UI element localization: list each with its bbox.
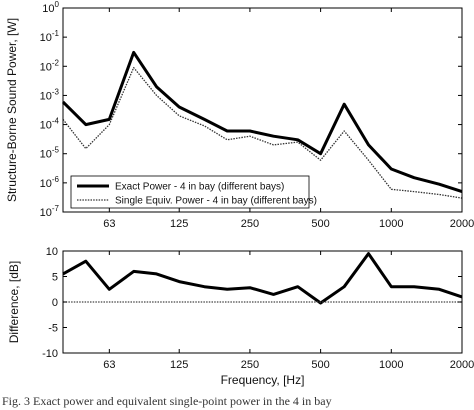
difference-y-axis-label: Difference, [dB] [7, 261, 21, 344]
difference-y-tick-label: -10 [42, 348, 58, 360]
power-y-tick-label: 10-6 [40, 175, 60, 190]
power-y-tick-label: 10-4 [40, 117, 60, 132]
difference-y-tick-label: 0 [52, 297, 58, 309]
difference-series-1-line [62, 252, 463, 305]
difference-y-tick-label: 5 [52, 272, 58, 284]
figure: 63 125 250 500 1000 200010-710-610-510-410-31… [5, 0, 474, 387]
power-y-tick-label: 10-2 [40, 58, 60, 73]
figure-caption: Fig. 3 Exact power and equivalent single… [2, 394, 332, 408]
legend-box [70, 175, 310, 209]
legend-entry-2: Single Equiv. Power - 4 in bay (differen… [115, 196, 317, 207]
power-series-1-line [61, 50, 463, 194]
power-y-tick-label: 10-1 [40, 29, 60, 44]
power-y-tick-label: 10-3 [40, 87, 60, 102]
difference-x-tick-label: 250 [241, 359, 259, 371]
legend-entry-1: Exact Power - 4 in bay (different bays) [115, 182, 284, 193]
difference-x-tick-label: 500 [311, 359, 329, 371]
power-x-tick-label: 2000 [450, 218, 474, 230]
difference-y-tick-label: -5 [48, 323, 58, 335]
power-y-axis-label: Structure-Borne Sound Power, [W] [5, 18, 19, 202]
power-x-tick-label: 1000 [379, 218, 403, 230]
power-axes-frame [62, 7, 463, 213]
power-x-tick-label: 125 [170, 218, 188, 230]
power-x-tick-label: 63 [103, 218, 115, 230]
difference-x-axis-label: Frequency, [Hz] [221, 373, 305, 387]
power-legend: Exact Power - 4 in bay (different bays) S… [70, 175, 317, 209]
difference-y-tick-label: 10 [46, 246, 58, 258]
power-series-2-line [62, 66, 463, 199]
power-y-tick-label: 10-7 [40, 204, 60, 219]
difference-x-tick-label: 125 [170, 359, 188, 371]
power-x-tick-label: 250 [241, 218, 259, 230]
power-chart: 63 125 250 500 1000 2000 10-7 10-6 10-5 10-4 10-3 1… [5, 0, 474, 230]
power-x-tick-label: 500 [311, 218, 329, 230]
difference-x-tick-label: 63 [103, 359, 115, 371]
difference-x-tick-label: 2000 [450, 359, 474, 371]
power-y-tick-label: 10-5 [40, 146, 60, 161]
difference-x-tick-label: 1000 [379, 359, 403, 371]
difference-chart: 63 125 250 500 1000 2000 -10 -5 0 5 10 Difference, … [7, 246, 474, 387]
power-y-tick-label: 100 [42, 0, 59, 15]
